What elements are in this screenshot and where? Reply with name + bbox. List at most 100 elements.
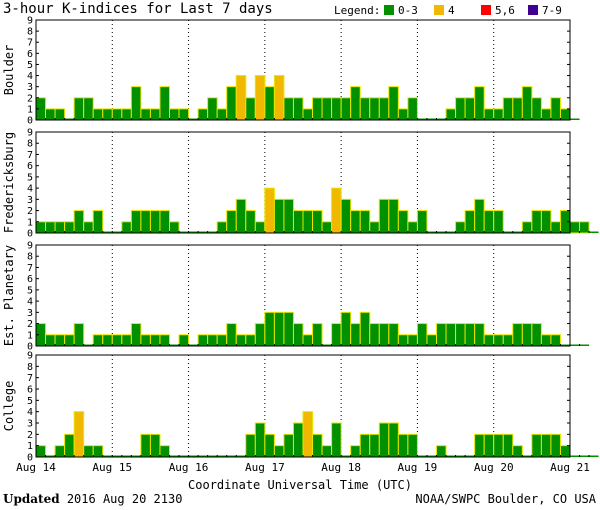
k-index-bar: [130, 323, 142, 347]
k-index-bar: [121, 108, 132, 121]
k-index-bar: [407, 433, 418, 458]
k-index-bar: [350, 323, 361, 347]
k-index-bar: [130, 210, 142, 234]
k-index-bar: [73, 323, 85, 347]
k-index-bar: [417, 118, 427, 120]
k-index-bar: [512, 323, 523, 347]
k-index-bar: [512, 231, 523, 233]
k-index-bar: [111, 108, 123, 121]
k-index-bar: [407, 221, 418, 234]
y-tick-label: 0: [27, 229, 33, 240]
k-index-bar: [159, 86, 170, 121]
legend-swatch: [434, 5, 444, 15]
k-index-bar: [426, 231, 437, 233]
k-index-bar: [178, 108, 190, 121]
k-index-bar: [397, 334, 409, 347]
k-index-bar: [45, 455, 56, 457]
k-index-bar: [350, 445, 361, 458]
k-index-bar: [92, 445, 104, 458]
k-index-bar: [321, 97, 333, 121]
k-index-bar: [521, 221, 533, 234]
k-index-bar: [474, 86, 485, 121]
k-index-bar: [483, 108, 495, 121]
k-index-bar: [73, 411, 85, 458]
k-index-bar: [235, 334, 247, 347]
k-index-bar: [559, 108, 571, 121]
k-index-bar: [397, 433, 409, 458]
k-index-bar: [273, 445, 285, 458]
k-index-bar: [112, 455, 122, 457]
k-index-bar: [569, 221, 581, 234]
k-index-bar: [455, 455, 466, 457]
k-index-bar: [54, 334, 66, 347]
k-index-bar: [121, 455, 132, 457]
k-index-bar: [570, 344, 580, 346]
y-tick-label: 7: [27, 38, 33, 49]
k-index-bar: [179, 231, 189, 233]
k-index-plot: 0123456789Boulder0123456789Fredericksbur…: [2, 16, 599, 474]
k-index-bar: [445, 108, 457, 121]
k-index-bar: [302, 334, 314, 347]
k-index-bar: [149, 108, 161, 121]
k-index-bar: [531, 323, 542, 347]
legend-label: Legend:: [334, 4, 381, 17]
k-index-bar: [207, 97, 218, 121]
y-tick-label: 3: [27, 82, 33, 93]
k-index-bar: [64, 221, 75, 234]
k-index-bar: [102, 108, 113, 121]
k-index-bar: [73, 97, 85, 121]
k-index-bar: [273, 311, 285, 347]
k-index-bar: [417, 455, 427, 457]
y-tick-label: 6: [27, 49, 33, 60]
k-index-bar: [254, 221, 266, 234]
k-index-bar: [474, 323, 485, 347]
k-index-bar: [465, 455, 475, 457]
y-tick-label: 6: [27, 274, 33, 285]
k-index-bar: [531, 97, 542, 121]
k-index-bar: [321, 445, 333, 458]
k-index-bar: [235, 198, 247, 234]
y-tick-label: 1: [27, 330, 33, 341]
k-index-bar: [502, 334, 514, 347]
k-index-bar: [111, 334, 123, 347]
k-index-bar: [312, 433, 323, 458]
k-index-bar: [45, 108, 56, 121]
x-tick-label: Aug 16: [169, 461, 209, 474]
k-index-bar: [407, 334, 418, 347]
k-index-bar: [540, 210, 552, 234]
k-index-bar: [73, 210, 85, 234]
legend-item-label: 7-9: [542, 4, 562, 17]
station-label: Fredericksburg: [2, 132, 16, 233]
k-index-bar: [198, 455, 208, 457]
k-index-bar: [445, 323, 457, 347]
k-index-bar: [359, 97, 371, 121]
k-index-bar: [83, 445, 94, 458]
k-index-bar: [169, 344, 180, 346]
x-tick-label: Aug 15: [92, 461, 132, 474]
k-index-bar: [207, 334, 218, 347]
k-index-bar: [216, 108, 228, 121]
k-index-bar: [188, 455, 199, 457]
k-index-bar: [331, 422, 342, 458]
k-index-bar: [522, 455, 532, 457]
k-index-bar: [54, 108, 66, 121]
k-index-bar: [216, 334, 228, 347]
k-index-bar: [169, 221, 180, 234]
legend-item-0-3: 0-3: [384, 4, 418, 17]
update-stamp: Updated 2016 Aug 20 2130: [3, 492, 182, 506]
k-index-bar: [245, 334, 256, 347]
k-index-bar: [570, 118, 580, 120]
k-index-bar: [102, 231, 113, 233]
k-index-bar: [559, 445, 571, 458]
k-index-bar: [102, 455, 113, 457]
k-index-bar: [493, 108, 504, 121]
k-index-bar: [83, 221, 94, 234]
legend-swatch: [528, 5, 538, 15]
k-index-bar: [169, 455, 180, 457]
k-index-bar: [283, 198, 294, 234]
x-tick-label: Aug 17: [245, 461, 285, 474]
k-index-bar: [426, 118, 437, 120]
legend-item-label: 0-3: [398, 4, 418, 17]
k-index-bar: [140, 334, 151, 347]
k-index-bar: [426, 334, 438, 347]
